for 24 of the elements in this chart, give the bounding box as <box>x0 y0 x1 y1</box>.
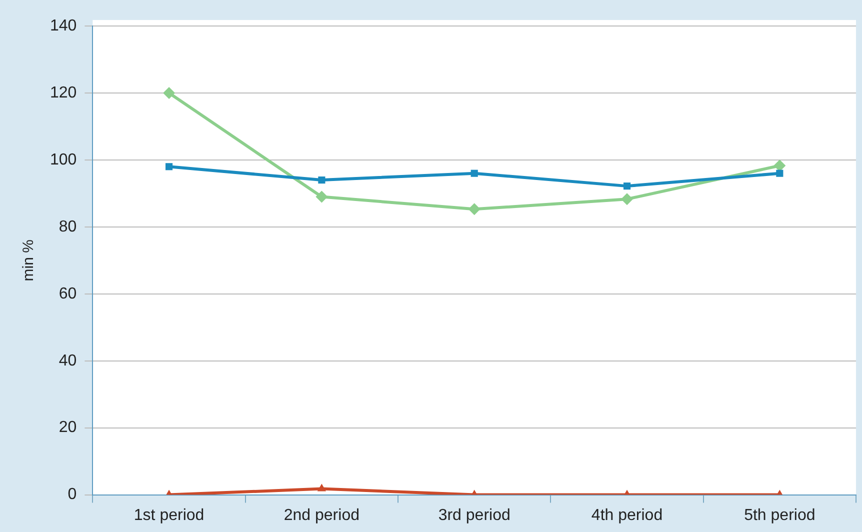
y-axis-title: min % <box>20 240 38 282</box>
point <box>621 193 634 206</box>
point <box>623 182 631 190</box>
y-tick-label: 0 <box>68 486 77 504</box>
x-tick-label: 2nd period <box>284 506 360 524</box>
point <box>316 190 328 203</box>
y-tick-label: 140 <box>50 17 77 34</box>
y-tick-label: 60 <box>58 285 77 302</box>
point <box>318 176 326 184</box>
point <box>470 170 478 177</box>
y-tick-label: 40 <box>58 352 77 370</box>
point <box>776 170 784 177</box>
x-tick-label: 4th period <box>591 506 663 524</box>
y-tick-label: 20 <box>58 419 77 436</box>
point <box>165 163 173 170</box>
y-tick-label: 120 <box>50 84 77 102</box>
point <box>317 484 326 492</box>
point <box>468 203 480 216</box>
x-tick-label: 5th period <box>744 506 816 524</box>
x-tick-label: 1st period <box>134 506 204 524</box>
point <box>163 86 176 99</box>
x-tick-label: 3rd period <box>438 506 510 524</box>
y-tick-label: 100 <box>50 151 77 168</box>
y-tick-label: 80 <box>58 218 77 236</box>
